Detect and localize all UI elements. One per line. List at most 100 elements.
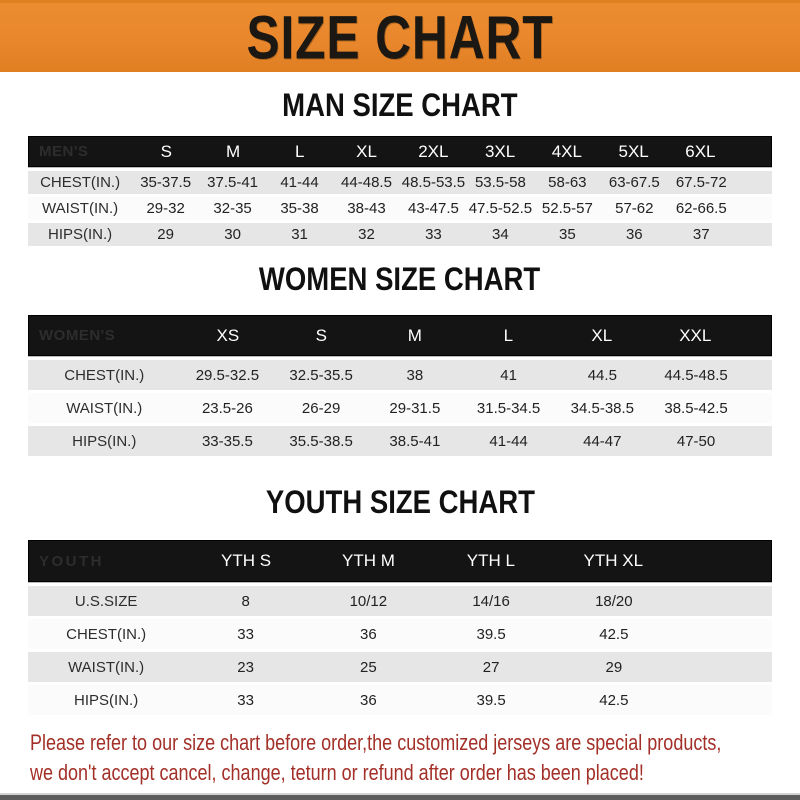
value-cell: 48.5-53.5 — [401, 174, 466, 191]
size-header-cell: M — [225, 141, 241, 161]
value-cell: 32.5-35.5 — [289, 366, 353, 384]
women-size-table: WOMEN'S XS S M L XL XXL CHEST(IN.) 29.5-32.5 32.5… — [28, 315, 772, 456]
row-label-cell: CHEST(IN.) — [64, 366, 145, 384]
value-cell: 8 — [241, 592, 250, 610]
value-cell: 29 — [605, 658, 623, 676]
value-cell: 34.5-38.5 — [570, 399, 635, 417]
size-header-cell: S — [315, 325, 327, 345]
size-header-cell: 2XL — [418, 141, 449, 161]
value-cell: 33 — [237, 625, 254, 643]
value-cell: 27 — [482, 658, 500, 676]
size-header-cell: XXL — [679, 325, 712, 345]
size-header-cell: 4XL — [551, 141, 582, 161]
value-cell: 38 — [406, 366, 424, 384]
value-cell: 58-63 — [548, 174, 587, 191]
size-header-cell: XS — [216, 325, 240, 345]
value-cell: 37 — [692, 226, 710, 243]
disclaimer-line-2: we don't accept cancel, change, teturn o… — [30, 760, 644, 785]
size-header-cell: 5XL — [618, 141, 649, 161]
value-cell: 38-43 — [347, 200, 386, 217]
row-label-cell: WAIST(IN.) — [42, 200, 119, 217]
value-cell: 29-31.5 — [389, 399, 441, 417]
value-cell: 23.5-26 — [201, 399, 253, 417]
value-cell: 36 — [360, 625, 377, 643]
table-title-cell: MEN'S — [39, 143, 89, 160]
size-chart-banner: SIZE CHART — [0, 0, 800, 72]
value-cell: 35.5-38.5 — [289, 432, 353, 450]
value-cell: 29-32 — [146, 200, 185, 217]
bottom-border-strip — [0, 793, 800, 800]
value-cell: 35-37.5 — [140, 174, 192, 191]
size-header-cell: YTH M — [342, 551, 395, 570]
value-cell: 37.5-41 — [207, 174, 259, 191]
size-header-cell: L — [503, 325, 514, 345]
value-cell: 42.5 — [599, 691, 629, 709]
value-cell: 25 — [360, 658, 377, 676]
value-cell: 44-47 — [583, 432, 622, 450]
value-cell: 23 — [237, 658, 254, 676]
value-cell: 32-35 — [213, 200, 252, 217]
value-cell: 44-48.5 — [341, 174, 392, 191]
value-cell: 30 — [224, 226, 241, 243]
value-cell: 29.5-32.5 — [195, 366, 260, 384]
value-cell: 47-50 — [676, 432, 716, 450]
table-row: U.S.SIZE 8 10/12 14/16 18/20 — [28, 586, 772, 616]
value-cell: 41 — [500, 366, 517, 384]
youth-size-chart-title: YOUTH SIZE CHART — [265, 484, 535, 520]
value-cell: 44.5-48.5 — [664, 366, 728, 384]
women-size-chart-heading: WOMEN SIZE CHART — [0, 263, 800, 303]
row-label-cell: U.S.SIZE — [74, 592, 138, 610]
table-row: CHEST(IN.) 33 36 39.5 42.5 — [28, 619, 772, 649]
value-cell: 67.5-72 — [675, 174, 727, 191]
table-row: HIPS(IN.) 29 30 31 32 33 34 35 36 37 — [28, 223, 772, 246]
size-header-cell: 6XL — [685, 141, 716, 161]
row-label-cell: HIPS(IN.) — [72, 432, 137, 450]
row-label-cell: HIPS(IN.) — [74, 691, 139, 709]
value-cell: 43-47.5 — [408, 200, 459, 217]
size-header-cell: YTH XL — [583, 551, 644, 570]
men-size-table: MEN'S S M L XL 2XL 3XL 4XL 5XL 6XL CHEST(IN.) 35-37… — [28, 136, 772, 246]
table-row: CHEST(IN.) 35-37.5 37.5-41 41-44 44-48.5 48.5… — [28, 171, 772, 194]
value-cell: 39.5 — [476, 691, 506, 709]
row-label-cell: CHEST(IN.) — [40, 174, 121, 191]
value-cell: 14/16 — [472, 592, 510, 610]
value-cell: 31 — [291, 226, 308, 243]
value-cell: 38.5-41 — [389, 432, 441, 450]
table-row: HIPS(IN.) 33 36 39.5 42.5 — [28, 685, 772, 715]
value-cell: 33 — [425, 226, 442, 243]
value-cell: 10/12 — [349, 592, 388, 610]
value-cell: 35 — [559, 226, 576, 243]
value-cell: 47.5-52.5 — [468, 200, 533, 217]
youth-size-table: YOUTH YTH S YTH M YTH L YTH XL U.S.SIZE 8 10/12… — [28, 540, 772, 715]
size-chart-banner-title: SIZE CHART — [246, 2, 554, 72]
table-row: WAIST(IN.) 23 25 27 29 — [28, 652, 772, 682]
value-cell: 41-44 — [280, 174, 319, 191]
value-cell: 63-67.5 — [608, 174, 660, 191]
disclaimer-line-1: Please refer to our size chart before or… — [30, 730, 722, 755]
table-row: HIPS(IN.) 33-35.5 35.5-38.5 38.5-41 41-44 44-… — [28, 426, 772, 456]
table-title-cell: WOMEN'S — [39, 327, 116, 344]
size-header-cell: XL — [591, 325, 613, 345]
value-cell: 57-62 — [615, 200, 654, 217]
value-cell: 42.5 — [599, 625, 629, 643]
youth-size-chart-heading: YOUTH SIZE CHART — [0, 486, 800, 526]
table-header-row: WOMEN'S XS S M L XL XXL — [28, 315, 772, 356]
table-row: WAIST(IN.) 23.5-26 26-29 29-31.5 31.5-34.5 34… — [28, 393, 772, 423]
value-cell: 53.5-58 — [474, 174, 526, 191]
value-cell: 26-29 — [301, 399, 341, 417]
size-header-cell: YTH S — [220, 551, 272, 570]
value-cell: 18/20 — [595, 592, 633, 610]
size-header-cell: S — [160, 141, 172, 161]
value-cell: 32 — [358, 226, 375, 243]
women-size-chart-title: WOMEN SIZE CHART — [259, 261, 541, 297]
table-title-cell: YOUTH — [39, 552, 104, 570]
value-cell: 38.5-42.5 — [664, 399, 728, 417]
value-cell: 41-44 — [489, 432, 528, 450]
value-cell: 62-66.5 — [675, 200, 727, 217]
row-label-cell: WAIST(IN.) — [66, 399, 143, 417]
size-header-cell: M — [407, 325, 422, 345]
table-header-row: MEN'S S M L XL 2XL 3XL 4XL 5XL 6XL — [28, 136, 772, 167]
man-size-chart-heading: MAN SIZE CHART — [0, 89, 800, 127]
row-label-cell: HIPS(IN.) — [47, 226, 113, 243]
disclaimer-text: Please refer to our size chart before or… — [0, 728, 800, 788]
